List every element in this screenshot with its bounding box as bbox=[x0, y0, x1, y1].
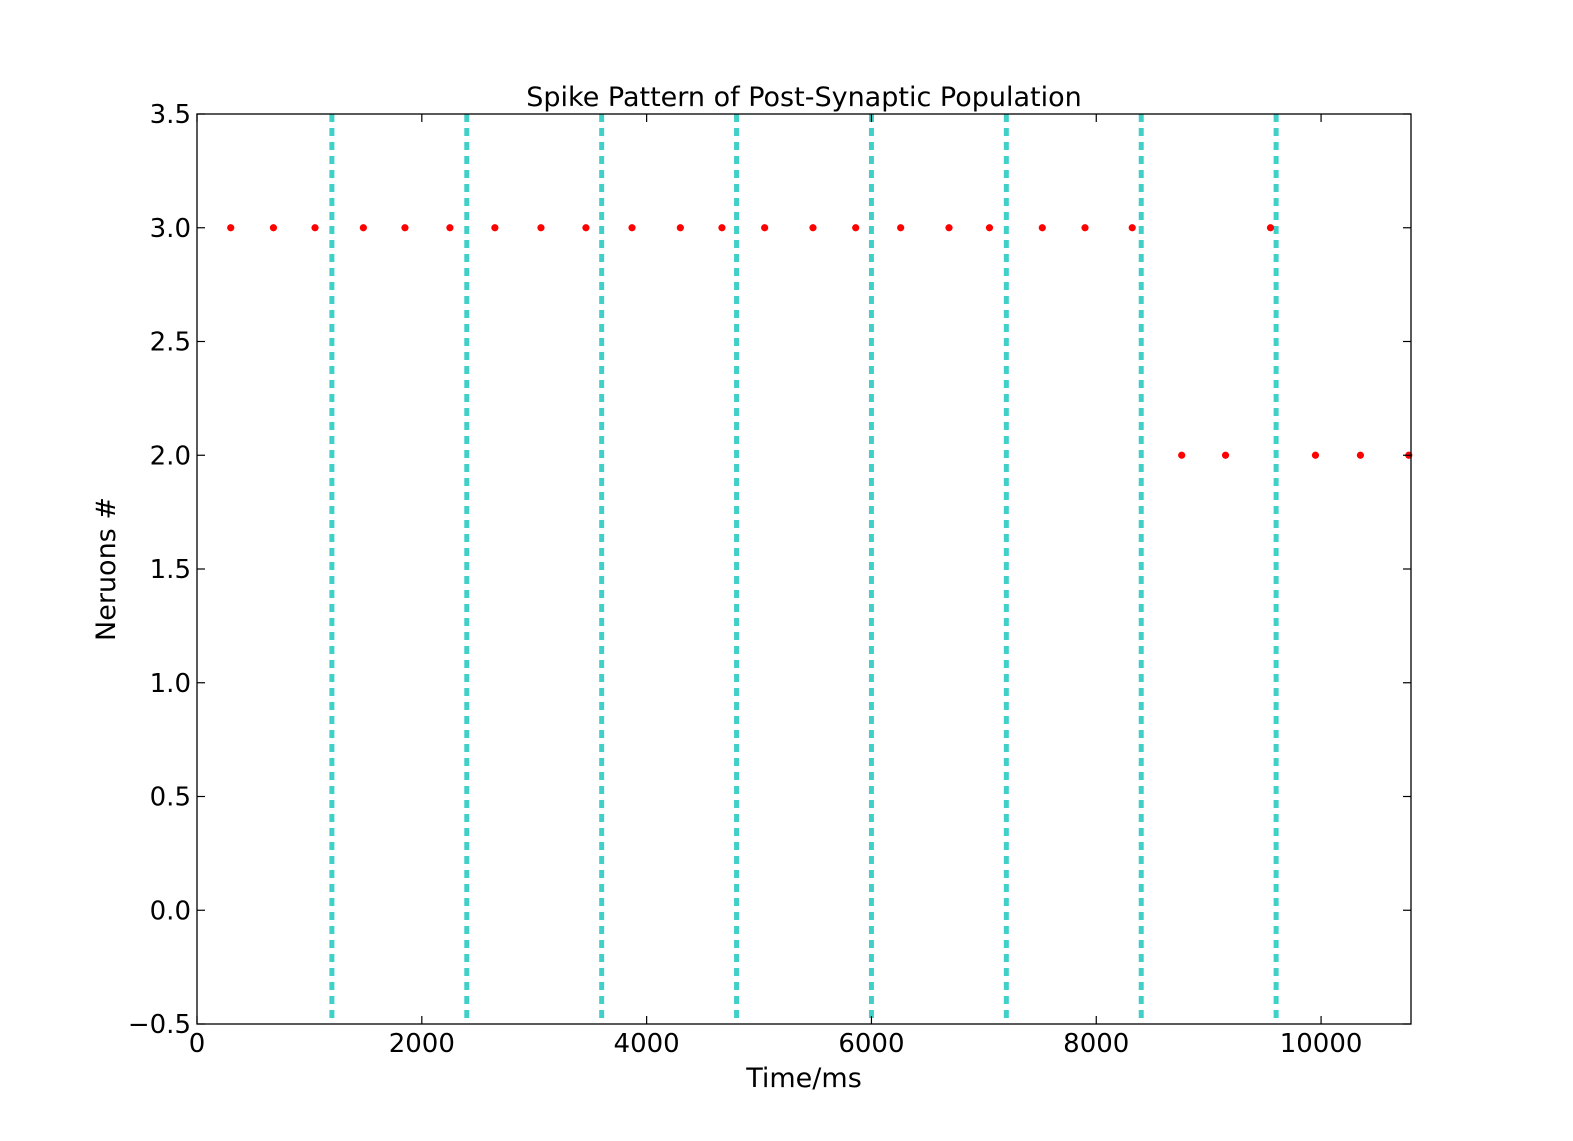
spike-point bbox=[491, 224, 499, 232]
spike-point bbox=[227, 224, 235, 232]
spike-point bbox=[985, 224, 994, 232]
spike-point bbox=[852, 224, 860, 232]
spike-point bbox=[718, 224, 726, 232]
spike-point bbox=[1266, 224, 1275, 232]
spike-point bbox=[311, 224, 319, 232]
y-tick-label: 3.0 bbox=[150, 214, 191, 244]
spike-point bbox=[676, 224, 684, 232]
y-tick-label: 2.5 bbox=[150, 328, 191, 358]
spike-point bbox=[446, 224, 454, 232]
y-tick-label: 2.0 bbox=[150, 441, 191, 471]
spike-point bbox=[401, 224, 409, 232]
spike-point bbox=[1221, 451, 1230, 459]
y-tick-label: 1.5 bbox=[150, 555, 191, 585]
y-tick-label: −0.5 bbox=[128, 1010, 191, 1040]
x-tick-label: 10000 bbox=[1280, 1029, 1363, 1059]
x-tick-label: 8000 bbox=[1063, 1029, 1129, 1059]
spike-point bbox=[1311, 451, 1320, 459]
x-axis-title: Time/ms bbox=[745, 1063, 862, 1094]
x-tick-label: 4000 bbox=[614, 1029, 680, 1059]
y-tick-label: 0.5 bbox=[150, 783, 191, 813]
spike-point bbox=[1356, 451, 1365, 459]
spike-point bbox=[761, 224, 769, 232]
spike-point bbox=[1081, 224, 1089, 232]
x-tick-label: 6000 bbox=[838, 1029, 904, 1059]
spike-point bbox=[1128, 224, 1136, 232]
y-tick-label: 1.0 bbox=[150, 669, 191, 699]
spike-point bbox=[537, 224, 545, 232]
x-tick-label: 2000 bbox=[389, 1029, 455, 1059]
spike-point bbox=[628, 224, 636, 232]
spike-point bbox=[1178, 451, 1186, 459]
spike-point bbox=[945, 224, 953, 232]
spike-points-layer bbox=[227, 224, 1413, 459]
spike-point bbox=[897, 224, 905, 232]
spike-point bbox=[809, 224, 817, 232]
y-tick-label: 3.5 bbox=[150, 100, 191, 130]
vertical-lines-layer bbox=[329, 114, 1279, 1024]
x-tick-label: 0 bbox=[189, 1029, 206, 1059]
spike-point bbox=[1038, 224, 1046, 232]
y-tick-label: 0.0 bbox=[150, 896, 191, 926]
y-axis-title: Neruons # bbox=[91, 497, 122, 641]
ticks-layer: 0 2000 4000 6000 8000 10000 −0.5 0.0 0.5 1.0 1.5 2.… bbox=[128, 100, 1411, 1059]
spike-point bbox=[269, 224, 278, 232]
spike-point bbox=[359, 224, 367, 232]
chart-title: Spike Pattern of Post-Synaptic Populatio… bbox=[526, 82, 1082, 113]
spike-point bbox=[582, 224, 590, 232]
